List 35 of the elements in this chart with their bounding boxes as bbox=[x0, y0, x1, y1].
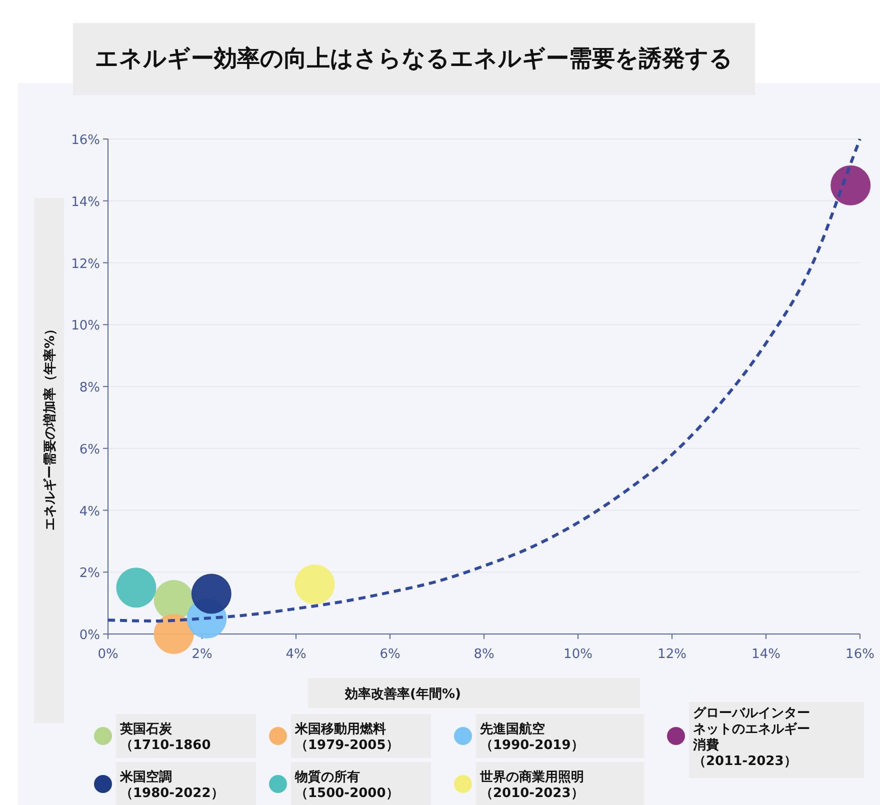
point bbox=[830, 165, 871, 206]
y-tick-label: 8% bbox=[79, 380, 100, 396]
y-tick-label: 12% bbox=[71, 256, 100, 272]
legend-label: 世界の商業用照明（2010-2023） bbox=[479, 769, 584, 801]
legend-label: 物質の所有（1500-2000） bbox=[294, 769, 399, 801]
point bbox=[191, 574, 232, 614]
x-tick-label: 2% bbox=[192, 647, 212, 662]
point bbox=[154, 614, 194, 654]
point bbox=[116, 568, 156, 608]
legend-label: 先進国航空（1990-2019） bbox=[479, 721, 584, 753]
x-tick-label: 14% bbox=[752, 647, 780, 662]
x-tick-label: 8% bbox=[474, 647, 494, 662]
y-tick-label: 10% bbox=[71, 318, 100, 334]
chart-title: エネルギー効率の向上はさらなるエネルギー需要を誘発する bbox=[95, 45, 733, 72]
x-tick-label: 0% bbox=[98, 647, 118, 662]
legend-label: 米国空調（1980-2022） bbox=[119, 769, 224, 801]
y-tick-label: 16% bbox=[71, 133, 100, 148]
point bbox=[294, 564, 335, 604]
y-tick-label: 6% bbox=[79, 442, 100, 458]
x-tick-label: 12% bbox=[658, 647, 686, 662]
y-tick-label: 2% bbox=[79, 566, 100, 582]
legend-label: 米国移動用燃料（1979-2005） bbox=[294, 722, 399, 753]
point bbox=[154, 580, 194, 620]
x-tick-label: 4% bbox=[286, 647, 306, 662]
y-tick-label: 0% bbox=[79, 628, 100, 643]
y-axis-title: エネルギー需要の増加率（年率%） bbox=[42, 322, 58, 531]
y-tick-label: 4% bbox=[79, 504, 100, 520]
x-tick-label: 16% bbox=[846, 647, 874, 662]
x-tick-label: 6% bbox=[380, 647, 400, 662]
line-series bbox=[106, 138, 862, 623]
x-axis-title: 効率改善率(年間%) bbox=[344, 686, 461, 702]
y-tick-label: 14% bbox=[71, 194, 100, 210]
legend-label: 英国石炭（1710-1860 bbox=[119, 722, 211, 753]
x-tick-label: 10% bbox=[564, 647, 592, 662]
legend-label: グローバルインターネットのエネルギー消費（2011-2023） bbox=[692, 706, 810, 769]
